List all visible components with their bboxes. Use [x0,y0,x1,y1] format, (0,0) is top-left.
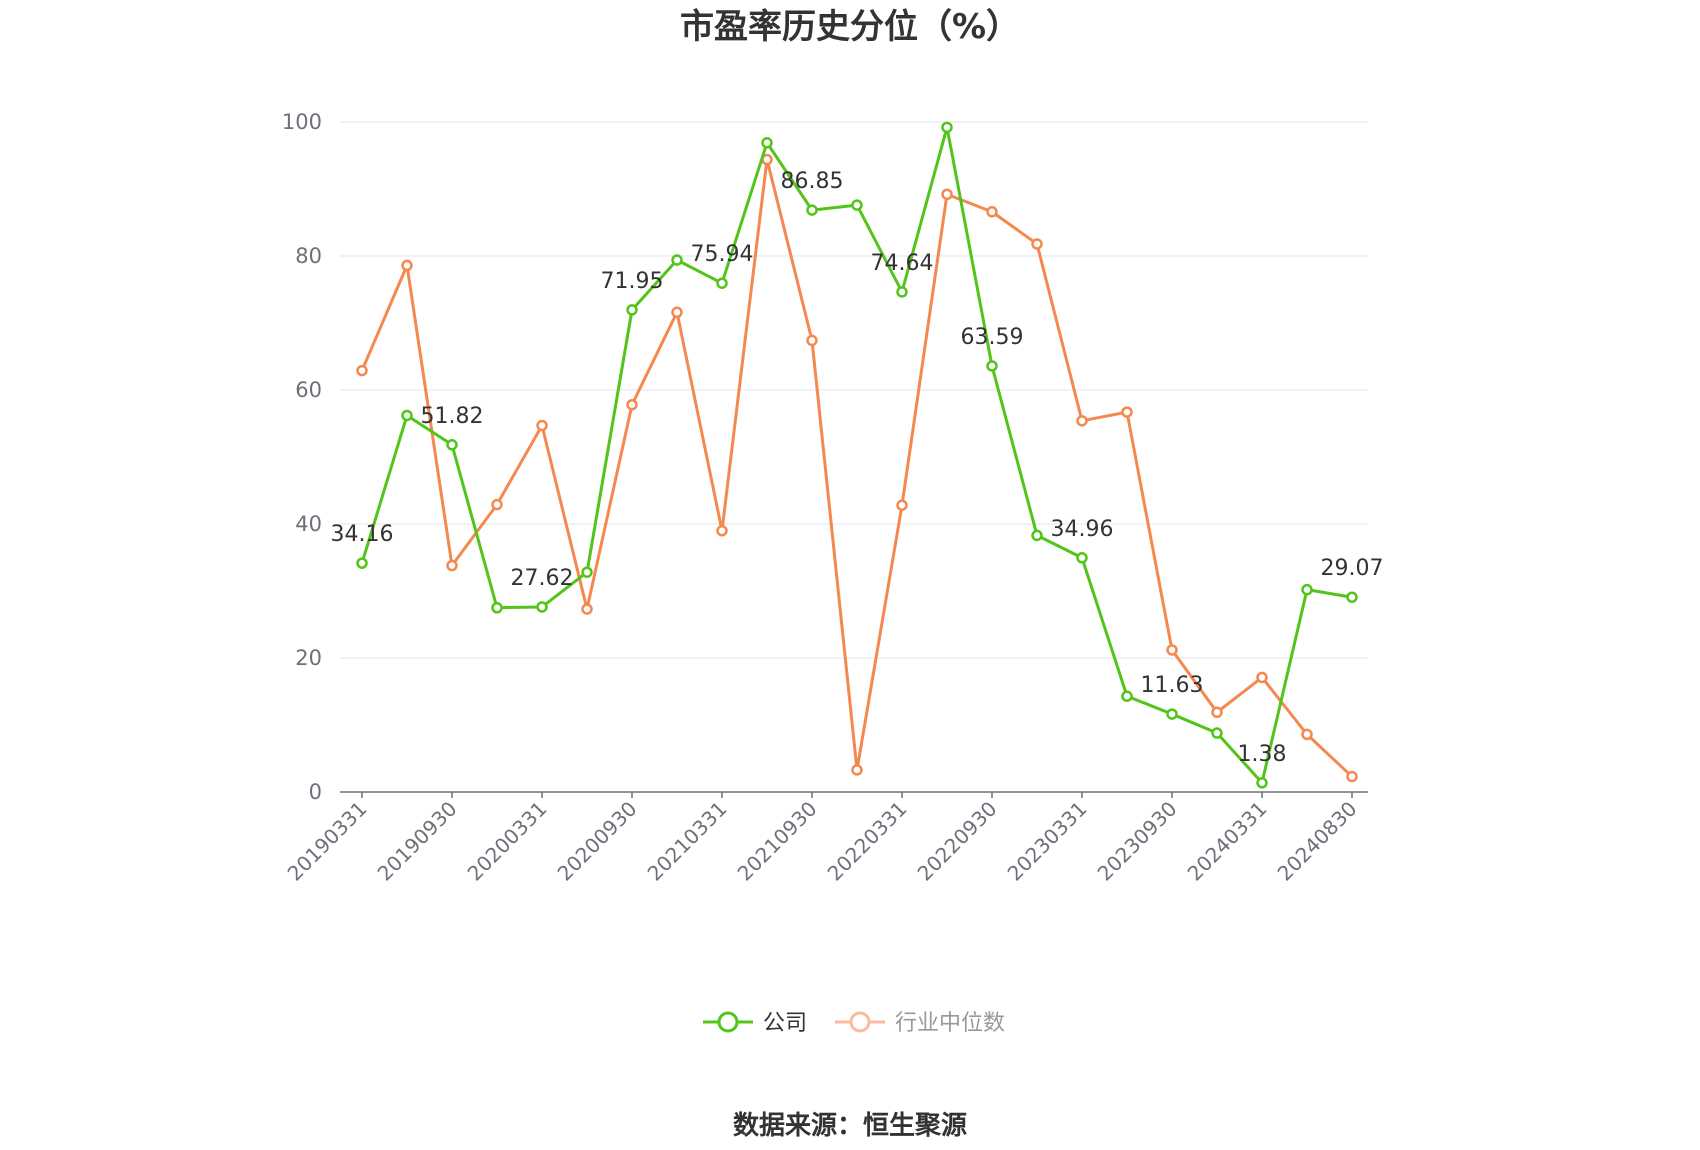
data-point [581,603,593,615]
data-point [1301,583,1313,596]
data-point [941,188,953,201]
data-labels: 34.16 51.82 27.62 71.95 75.94 86.85 74.64 63.59… [331,169,1384,767]
data-point [806,204,818,216]
data-point [401,259,413,272]
x-tick-label: 20220331 [823,797,912,886]
legend-label: 公司 [763,1011,807,1036]
x-tick-label: 20220930 [913,797,1002,886]
data-point [761,137,773,149]
legend-marker [717,1011,739,1033]
series-line-1 [360,158,1354,778]
data-point [806,334,818,347]
x-tick-label: 20230331 [1003,797,1092,886]
y-tick-label: 60 [295,378,322,402]
x-axis: 20190331 20190930 20200331 20200930 20210331… [283,791,1368,886]
x-tick-label: 20190331 [283,797,372,886]
y-tick-label: 100 [282,110,322,134]
data-label: 74.64 [871,251,934,276]
series-layer [356,121,1358,789]
data-point [491,498,503,511]
data-point [1211,706,1223,719]
x-tick-label: 20210331 [643,797,732,886]
data-label: 86.85 [781,169,844,194]
x-tick-label: 20240331 [1183,797,1272,886]
data-label: 63.59 [961,325,1024,350]
x-tick-label: 20200930 [553,797,642,886]
data-point [1076,552,1088,564]
data-point [896,286,908,298]
data-point [986,360,998,372]
y-tick-label: 0 [309,780,322,804]
gridlines [340,121,1368,659]
data-label: 1.38 [1238,742,1287,767]
data-point [1031,529,1043,542]
x-tick-label: 20190930 [373,797,462,886]
data-point [1031,238,1043,250]
data-point [1346,591,1358,603]
x-tick-label: 20210930 [733,797,822,886]
x-tick-label: 20230930 [1093,797,1182,886]
data-label: 34.96 [1051,517,1114,542]
data-point [1166,708,1178,720]
x-tick-label: 20200331 [463,797,552,886]
data-point [626,398,638,411]
legend[interactable]: 公司 行业中位数 [703,1011,1005,1036]
y-tick-label: 80 [295,244,322,268]
data-point [851,199,863,211]
data-point [716,524,728,537]
y-axis-ticks: 0 20 40 60 80 100 [282,110,322,804]
data-point [356,364,368,377]
data-point [536,601,548,613]
data-point [581,566,593,578]
chart-title: 市盈率历史分位（%） [680,7,1020,47]
y-tick-label: 40 [295,512,322,536]
data-point [1256,777,1268,789]
data-point [1076,415,1088,427]
data-label: 71.95 [601,269,664,294]
data-point [1301,728,1313,741]
data-label: 34.16 [331,522,394,547]
data-point [536,419,548,432]
data-point [446,439,458,451]
data-label: 75.94 [691,242,754,267]
data-point [716,277,728,289]
data-label: 51.82 [421,404,484,429]
data-point [1211,727,1223,739]
data-point [896,499,908,511]
data-point [626,304,638,316]
data-point [1346,770,1358,783]
data-point [401,409,413,422]
series-line-0 [360,125,1353,785]
data-point [1121,690,1133,702]
data-point [941,121,953,134]
data-point [986,206,998,218]
legend-label: 行业中位数 [895,1011,1005,1036]
data-label: 29.07 [1321,556,1384,581]
data-point [1166,644,1178,656]
data-point [1256,671,1268,684]
data-point [671,306,683,319]
data-label: 11.63 [1141,673,1204,698]
data-point [1121,406,1133,418]
legend-marker [849,1011,871,1033]
data-point [671,254,683,266]
data-point [491,602,503,614]
x-tick-label: 20240830 [1273,797,1362,886]
data-point [851,764,863,776]
data-label: 27.62 [511,566,574,591]
data-source: 数据来源：恒生聚源 [733,1111,967,1141]
data-point [356,557,368,569]
y-tick-label: 20 [295,646,322,670]
data-point [446,559,458,572]
